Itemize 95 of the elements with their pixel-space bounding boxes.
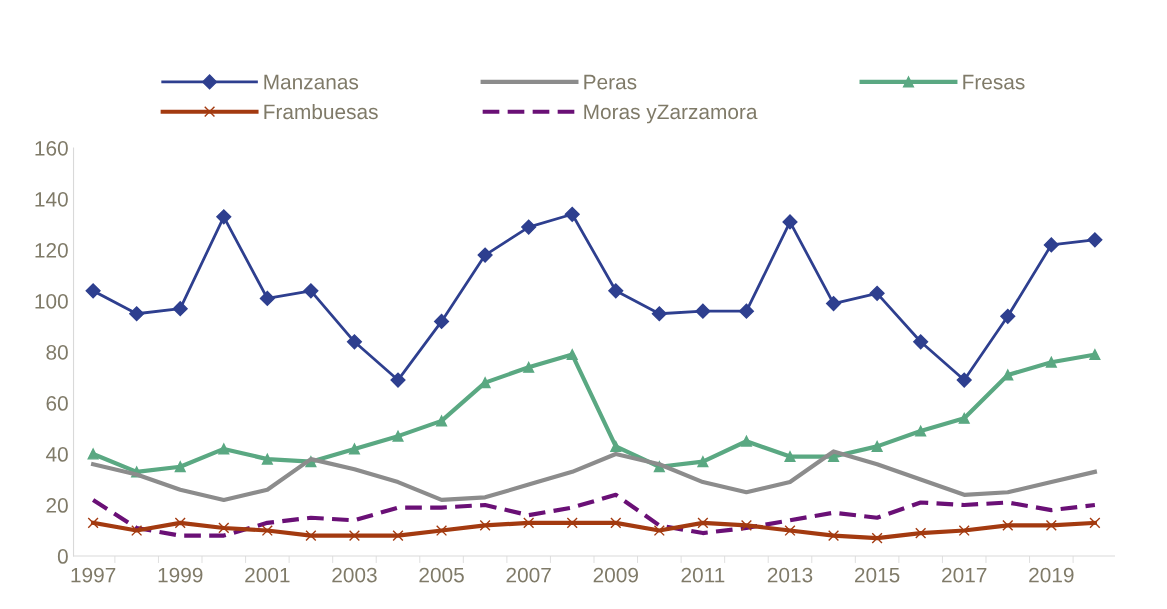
point [827,530,840,542]
point [784,524,796,537]
point [1002,369,1014,381]
line-series [91,449,1097,502]
y-tick-label: 40 [45,447,68,462]
x-tick-label: 2011 [681,567,725,583]
point [1089,517,1101,529]
x-tick-label: 2001 [245,567,290,583]
point [1045,519,1057,531]
point [477,247,493,263]
x-tick-label: 2013 [767,567,813,583]
point [303,283,319,299]
x-tick-label: 1997 [71,567,116,583]
point [87,448,99,460]
point [869,285,885,301]
legend-label: Peras [584,74,637,90]
point [261,453,273,465]
point [825,295,842,312]
y-tick-label: 120 [35,243,68,258]
point [1087,232,1103,248]
point [174,517,186,529]
point [129,306,145,322]
y-tick-label: 140 [35,191,68,207]
point [436,524,448,537]
point [348,530,361,542]
point [523,361,535,373]
point [566,348,578,361]
point [610,517,622,529]
point [85,283,101,299]
point [782,214,798,230]
point [1045,356,1057,368]
point [564,206,580,222]
y-tick-label: 20 [46,498,68,513]
point [956,372,972,388]
point [610,440,622,452]
y-tick-label: 60 [46,396,68,411]
y-tick-label: 80 [46,345,68,360]
legend-label: Fresas [963,74,1025,90]
point [523,517,535,529]
point [871,440,883,452]
point [218,522,230,534]
x-tick-label: 2003 [332,567,377,583]
x-tick-label: 1999 [158,567,203,583]
point [608,283,624,299]
point [697,517,709,529]
point [566,517,578,529]
point [346,334,363,350]
point [305,530,317,542]
point [653,524,665,537]
point [871,532,883,544]
point [1089,348,1101,361]
point [436,415,448,427]
point [87,517,99,529]
point [216,209,232,225]
point [784,451,796,463]
point [390,372,406,388]
y-tick-label: 160 [35,140,68,156]
x-tick-label: 2015 [854,567,900,583]
point [261,524,273,537]
point [740,435,753,447]
point [392,430,404,442]
point [740,519,753,531]
point [697,456,709,468]
point [738,303,755,319]
legend-label: Frambuesas [264,103,378,120]
point [915,527,927,539]
x-tick-label: 2017 [942,567,987,583]
point [958,524,970,537]
point [174,461,186,473]
point [131,524,143,537]
x-tick-label: 2007 [506,567,551,583]
y-tick-label: 100 [35,294,68,309]
point [348,443,361,455]
x-tick-label: 2009 [593,567,638,583]
x-tick-label: 2005 [419,567,464,583]
line-series [91,492,1097,538]
point [259,290,275,307]
point [479,519,491,531]
legend-label: Manzanas [264,74,359,90]
point [695,303,711,319]
point [1043,237,1059,253]
point [172,301,188,317]
point [915,425,927,437]
point [521,219,537,235]
x-tick-label: 2019 [1029,567,1074,583]
point [433,313,450,329]
point [218,443,230,455]
point [392,530,404,542]
point [1002,519,1014,531]
point [1000,308,1016,324]
y-tick-label: 0 [57,549,68,564]
point [958,412,970,424]
point [651,306,667,322]
legend-label: Moras yZarzamora [584,104,758,124]
point [913,334,929,350]
